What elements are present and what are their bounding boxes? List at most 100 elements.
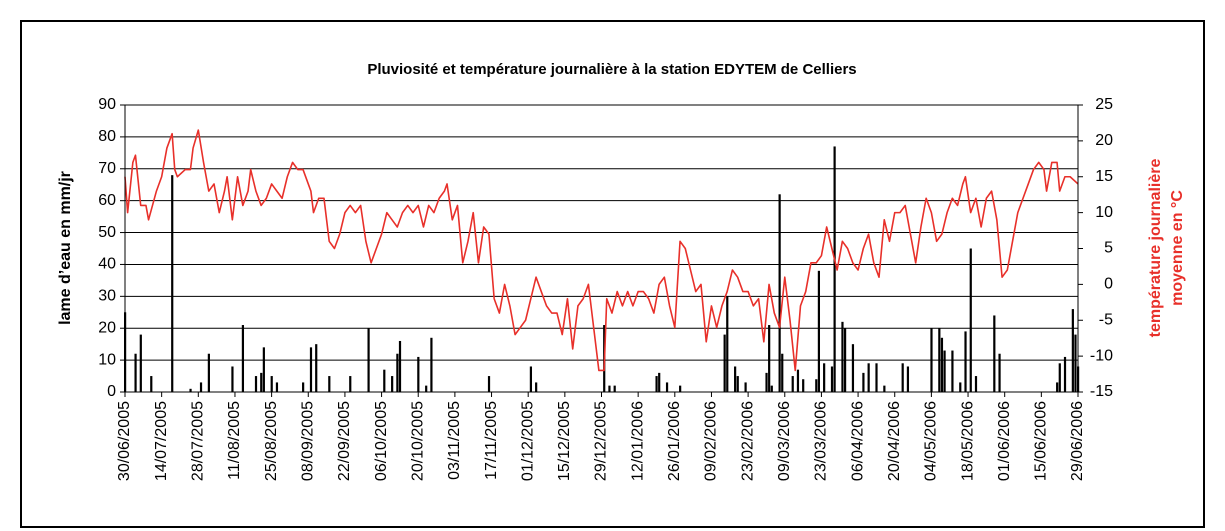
y-tick-label: 90 [98,96,116,113]
bar [726,296,729,392]
bar [843,328,847,392]
x-tick-label: 06/10/2005 [373,401,390,481]
bar [867,363,870,392]
bar [940,337,944,392]
bar [655,376,658,392]
y2-tick-label: -5 [1099,311,1113,328]
bar [487,376,491,392]
bar [938,328,941,392]
bar [734,366,737,392]
bar [1071,309,1074,392]
y-tick-label: 40 [98,256,116,273]
bar [768,325,771,392]
bar [875,363,878,392]
bar [396,353,399,392]
bar [862,372,865,392]
bar [679,385,682,392]
bar [189,388,192,392]
bar [778,194,781,392]
x-tick-label: 03/11/2005 [446,401,463,480]
bar [241,325,245,392]
y2-axis-label: température journalière [1147,159,1164,338]
bar [665,382,669,392]
bar [309,347,313,392]
bar [815,379,818,392]
bar [199,382,203,392]
bar [802,379,805,392]
x-tick-label: 15/06/2006 [1033,401,1050,481]
bar [270,376,273,392]
bar [770,385,773,392]
bar [974,376,978,392]
x-tick-label: 20/10/2005 [409,401,426,481]
bar [430,337,433,392]
bar [723,334,726,392]
y-axis-label: lame d’eau en mm/jr [57,171,74,325]
bar [608,385,611,392]
bar [367,328,370,392]
x-tick-label: 23/02/2006 [739,401,756,481]
x-tick-label: 29/12/2005 [593,401,610,481]
bar [134,353,137,392]
bar [964,331,967,392]
bar [969,248,972,392]
x-tick-label: 23/03/2006 [813,401,830,481]
bar [417,356,420,392]
x-tick-label: 20/04/2006 [886,401,903,481]
bar [959,382,962,392]
bar [851,344,855,392]
y-tick-label: 0 [107,383,116,400]
bar [744,382,747,392]
bar [262,347,265,392]
x-tick-label: 09/02/2006 [703,401,720,481]
bar [906,366,910,392]
x-tick-label: 18/05/2006 [959,401,976,481]
y2-tick-label: 10 [1095,204,1113,221]
bar [765,372,768,392]
bar [254,376,258,392]
bar [823,363,826,392]
bar [736,376,739,392]
y-tick-label: 30 [98,288,116,305]
y2-tick-label: 20 [1095,132,1113,149]
x-tick-label: 14/07/2005 [153,401,170,481]
bar [302,382,305,392]
y2-tick-label: 25 [1095,96,1113,113]
y2-tick-label: -10 [1090,347,1113,364]
bar [315,344,318,392]
bar [349,376,352,392]
bar [535,382,538,392]
y-tick-label: 50 [98,224,116,241]
bar [398,340,402,392]
bar [207,353,210,392]
bar [951,350,954,392]
x-tick-label: 04/05/2006 [923,401,940,481]
bar [833,146,836,392]
bar [1056,382,1059,392]
x-tick-label: 01/06/2006 [996,401,1013,481]
bar [328,376,331,392]
y2-tick-label: -15 [1090,383,1113,400]
x-tick-label: 08/09/2005 [299,401,316,481]
x-tick-label: 06/04/2006 [849,401,866,481]
bar [529,366,533,392]
x-tick-label: 11/08/2005 [226,401,243,480]
bar [791,376,794,392]
bar [943,350,946,392]
bar [658,372,661,392]
temperature-line [124,129,1079,372]
y-tick-label: 10 [98,351,116,368]
bar [993,315,996,392]
bar [231,366,234,392]
x-tick-label: 25/08/2005 [263,401,280,481]
bar [613,385,616,392]
bar [425,385,428,392]
chart-title: Pluviosité et température journalière à … [367,61,856,78]
y2-tick-label: 0 [1104,276,1113,293]
x-tick-label: 26/01/2006 [666,401,683,481]
bar [391,376,394,392]
y-tick-label: 70 [98,160,116,177]
x-tick-label: 12/01/2006 [629,401,646,481]
bar [817,270,821,392]
